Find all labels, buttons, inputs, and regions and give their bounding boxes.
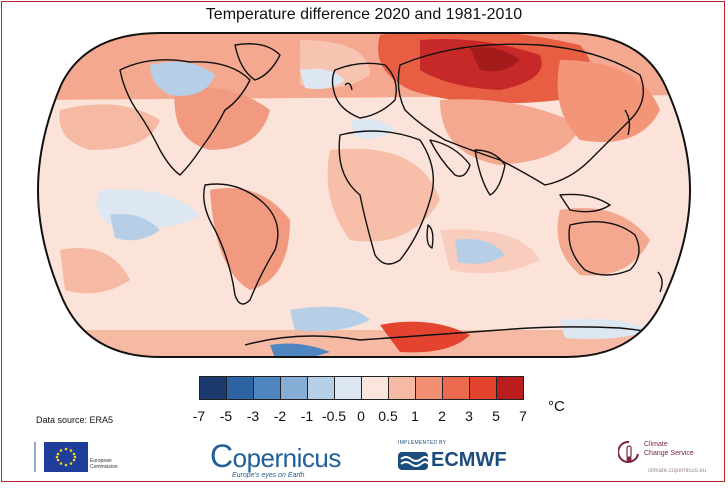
c3s-url: climate.copernicus.eu: [648, 468, 707, 474]
ecmwf-logo: IMPLEMENTED BY ECMWF: [398, 440, 507, 472]
colorbar-tick-label: 1: [411, 408, 419, 424]
copernicus-c-icon: C: [210, 438, 233, 474]
colorbar-cell: [496, 376, 524, 400]
c3s-logo: Climate Change Service: [618, 440, 694, 466]
copernicus-tagline: Europe's eyes on Earth: [232, 472, 305, 479]
colorbar-tick-label: 0: [357, 408, 365, 424]
colorbar-tick-label: 3: [465, 408, 473, 424]
european-commission-logo: European Commission: [34, 442, 130, 472]
colorbar-tick-label: 7: [519, 408, 527, 424]
colorbar-cell: [253, 376, 281, 400]
colorbar-ticks: -7 -5 -3 -2 -1 -0.5 0 0.5 1 2 3 5 7: [0, 408, 728, 428]
eu-flag-icon: [44, 442, 88, 472]
colorbar-tick-label: 2: [438, 408, 446, 424]
ecmwf-wave-icon: [398, 451, 428, 470]
colorbar-cell: [280, 376, 308, 400]
map-title: Temperature difference 2020 and 1981-201…: [205, 6, 523, 23]
colorbar-tick-label: -0.5: [321, 408, 347, 424]
colorbar-tick-label: -5: [219, 408, 233, 424]
colorbar-tick-label: 0.5: [378, 408, 398, 424]
figure-frame: [1, 1, 725, 482]
eu-label: European Commission: [90, 458, 118, 470]
colorbar-tick-label: -2: [273, 408, 287, 424]
colorbar: [199, 376, 524, 400]
c3s-line1: Climate: [644, 441, 668, 448]
commission-building-icon: [34, 442, 42, 472]
data-source: Data source: ERA5: [36, 415, 114, 425]
colorbar-cell: [442, 376, 470, 400]
copernicus-logo: Copernicus Europe's eyes on Earth: [210, 438, 341, 479]
colorbar-cell: [307, 376, 335, 400]
colorbar-cell: [361, 376, 389, 400]
colorbar-tick-label: 5: [492, 408, 500, 424]
globe-outline: [36, 32, 692, 358]
colorbar-cell: [415, 376, 443, 400]
ecmwf-name: ECMWF: [431, 449, 507, 471]
c3s-line2: Change Service: [644, 450, 694, 457]
colorbar-cell: [334, 376, 362, 400]
colorbar-tick-label: -1: [300, 408, 314, 424]
colorbar-unit: °C: [548, 398, 565, 415]
colorbar-cell: [388, 376, 416, 400]
c3s-thermometer-icon: [618, 440, 639, 463]
colorbar-cell: [469, 376, 497, 400]
colorbar-tick-label: -7: [192, 408, 206, 424]
colorbar-tick-label: -3: [246, 408, 260, 424]
implemented-by-label: IMPLEMENTED BY: [398, 440, 447, 446]
colorbar-cell: [226, 376, 254, 400]
colorbar-cell: [199, 376, 227, 400]
